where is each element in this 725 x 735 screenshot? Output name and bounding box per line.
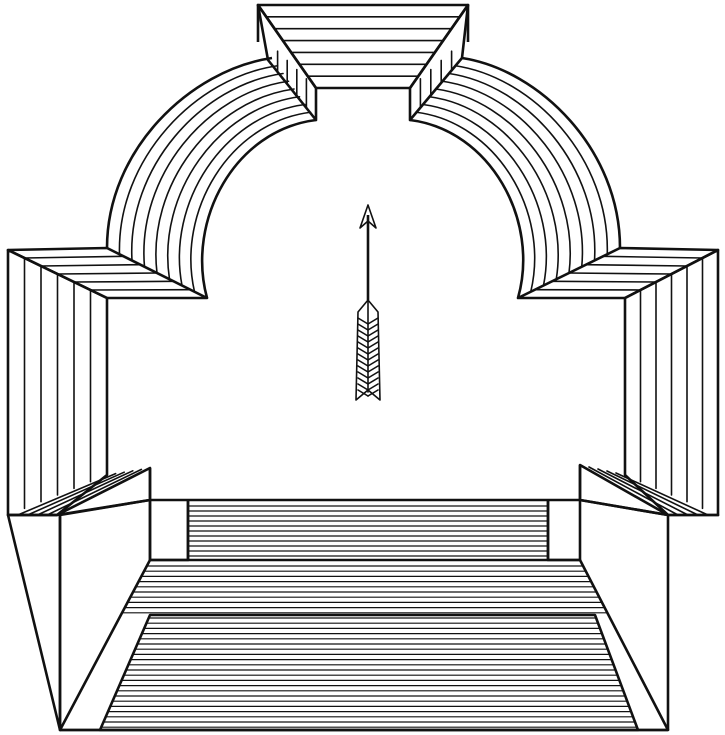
feather-line: [357, 335, 369, 343]
feather-line: [357, 347, 369, 355]
arch-ring: [428, 95, 559, 281]
arch-ring: [190, 111, 312, 293]
feather-line: [357, 353, 369, 361]
feather-line: [357, 371, 369, 379]
hatch-line: [26, 471, 125, 516]
feather-line: [357, 389, 369, 397]
hatch-line: [602, 255, 704, 259]
feather-line: [357, 317, 369, 325]
hatch-line: [597, 468, 689, 516]
arch-band: [105, 56, 622, 299]
feather-line: [357, 341, 369, 349]
feather-line: [357, 323, 369, 331]
feather-line: [367, 335, 379, 343]
hatch-line: [588, 466, 679, 516]
hatch-line: [46, 468, 143, 516]
feather-line: [367, 317, 379, 325]
arch-ring: [167, 95, 301, 281]
keystone-block: [256, 3, 470, 122]
arch-ring: [131, 72, 284, 262]
hatch-line: [551, 280, 657, 283]
feather-line: [367, 377, 379, 385]
feather-line: [367, 347, 379, 355]
hatch-line: [16, 472, 117, 516]
feather-line: [367, 353, 379, 361]
arch-ring: [143, 80, 290, 268]
hatch-line: [36, 469, 134, 516]
arch-ring: [441, 80, 584, 268]
arch-ring: [422, 103, 548, 287]
feather-line: [367, 329, 379, 337]
arch-ring: [435, 88, 571, 274]
hatch-line: [73, 280, 175, 283]
hatch-line: [40, 263, 142, 267]
arch-ring: [448, 72, 596, 262]
left-pier: [6, 246, 209, 517]
arch-ring: [454, 64, 609, 256]
hatch-line: [585, 263, 688, 267]
arch-ring: [178, 103, 306, 287]
feather-line: [357, 377, 369, 385]
feather-line: [367, 341, 379, 349]
feather-line: [367, 371, 379, 379]
hatch-line: [568, 272, 673, 275]
hatch-line: [23, 255, 125, 259]
feather-line: [367, 383, 379, 391]
arrow-icon: [355, 204, 381, 401]
feather-line: [357, 329, 369, 337]
feather-line: [367, 365, 379, 373]
feather-line: [357, 365, 369, 373]
feather-line: [367, 359, 379, 367]
hatch-line: [56, 272, 158, 275]
feather-line: [357, 383, 369, 391]
feather-line: [367, 323, 379, 331]
arch-ring: [155, 88, 295, 274]
hatch-line: [615, 472, 709, 516]
arch-ring: [118, 64, 279, 256]
stair-floor: [58, 498, 670, 732]
hatch-line: [606, 470, 699, 516]
arch-ring: [415, 111, 536, 293]
feather-line: [367, 389, 379, 397]
right-pier: [516, 246, 720, 517]
feather-line: [357, 359, 369, 367]
